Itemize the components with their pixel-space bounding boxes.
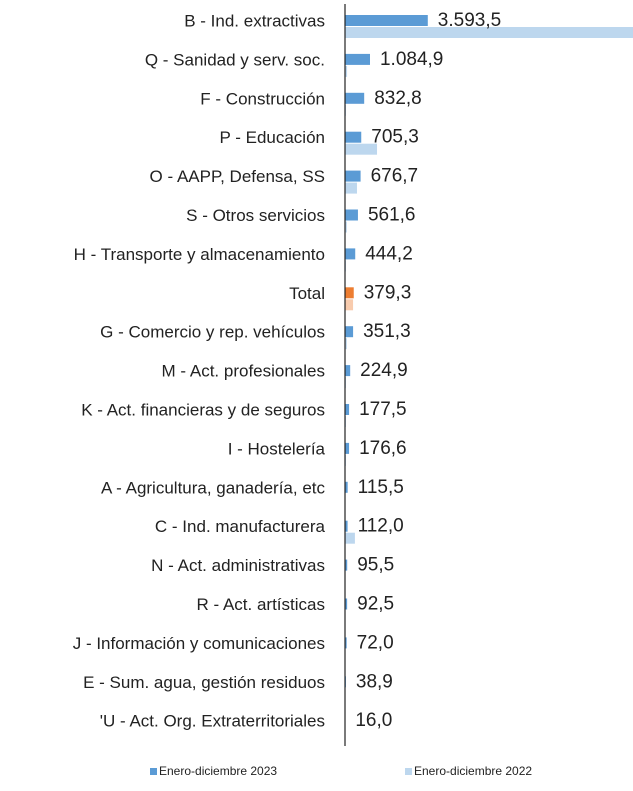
bar: [345, 182, 357, 194]
legend-label: Enero-diciembre 2022: [414, 764, 532, 778]
bar: [345, 170, 361, 182]
category-label: F - Construcción: [200, 89, 325, 108]
bar: [345, 365, 351, 377]
value-label: 72,0: [357, 632, 394, 653]
bar: [345, 481, 348, 493]
category-label: M - Act. profesionales: [162, 362, 325, 381]
bar: [345, 92, 365, 104]
category-label: E - Sum. agua, gestión residuos: [83, 673, 325, 692]
bar: [345, 248, 356, 260]
category-label: K - Act. financieras y de seguros: [81, 400, 325, 419]
bar: [345, 404, 350, 415]
legend-swatch: [150, 768, 157, 775]
value-label: 676,7: [371, 166, 419, 187]
bar: [345, 338, 347, 350]
category-label: Total: [289, 284, 325, 303]
category-label: Q - Sanidad y serv. soc.: [145, 50, 325, 69]
category-label: O - AAPP, Defensa, SS: [150, 167, 325, 186]
value-label: 705,3: [371, 127, 419, 148]
category-label: A - Agricultura, ganadería, etc: [101, 478, 325, 497]
bar: [345, 326, 354, 338]
value-label: 561,6: [368, 205, 416, 226]
bar: [345, 299, 354, 311]
value-label: 95,5: [357, 555, 394, 576]
bar: [345, 637, 347, 649]
value-label: 224,9: [360, 360, 408, 381]
category-label: R - Act. artísticas: [197, 595, 325, 614]
bar: [345, 143, 378, 155]
bar: [345, 15, 428, 26]
bar: [345, 65, 348, 77]
bar: [345, 209, 358, 221]
bar: [345, 131, 362, 143]
value-label: 176,6: [359, 438, 407, 459]
bar: [345, 598, 348, 610]
category-label: G - Comercio y rep. vehículos: [100, 323, 325, 342]
value-label: 3.593,5: [438, 10, 501, 31]
bar: [345, 520, 348, 532]
bar: [345, 442, 350, 454]
value-label: 351,3: [363, 321, 411, 342]
value-label: 444,2: [365, 243, 413, 264]
bar: [345, 287, 354, 299]
category-label: P - Educación: [219, 128, 325, 147]
value-label: 115,5: [358, 477, 404, 498]
category-label: N - Act. administrativas: [151, 556, 325, 575]
category-label: I - Hostelería: [228, 439, 326, 458]
category-label: H - Transporte y almacenamiento: [74, 245, 325, 264]
bar: [345, 27, 633, 38]
value-label: 177,5: [359, 399, 407, 420]
value-label: 16,0: [355, 710, 392, 731]
category-label: S - Otros servicios: [186, 206, 325, 225]
value-label: 1.084,9: [380, 49, 443, 70]
category-label: C - Ind. manufacturera: [155, 517, 326, 536]
legend-label: Enero-diciembre 2023: [159, 764, 277, 778]
value-label: 38,9: [356, 671, 393, 692]
bar: [345, 532, 355, 544]
bar: [345, 53, 370, 65]
category-label: B - Ind. extractivas: [184, 11, 325, 30]
legend-swatch: [405, 768, 412, 775]
value-label: 379,3: [364, 282, 412, 303]
bar: [345, 221, 347, 233]
category-label: J - Información y comunicaciones: [73, 634, 325, 653]
value-label: 832,8: [374, 88, 422, 109]
value-label: 92,5: [357, 594, 394, 615]
value-label: 112,0: [358, 516, 404, 537]
category-label: 'U - Act. Org. Extraterritoriales: [100, 712, 325, 731]
bar: [345, 559, 348, 571]
